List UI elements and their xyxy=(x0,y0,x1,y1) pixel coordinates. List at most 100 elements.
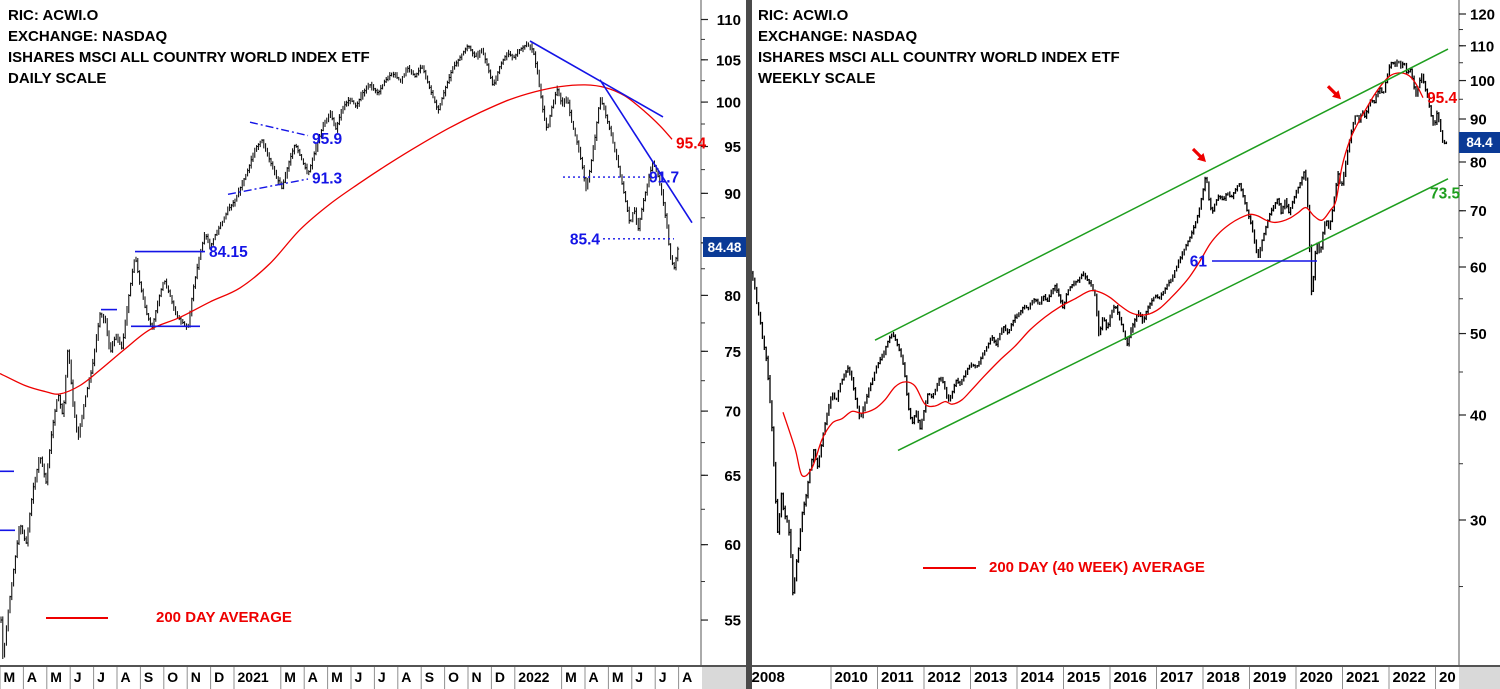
svg-text:2012: 2012 xyxy=(928,669,961,686)
svg-text:M: M xyxy=(50,669,62,685)
svg-text:M: M xyxy=(612,669,624,685)
svg-text:120: 120 xyxy=(1470,7,1495,24)
svg-text:100: 100 xyxy=(1470,73,1495,90)
svg-text:95.4: 95.4 xyxy=(676,135,707,152)
weekly-y-axis: 30 40 50 60 70 80 90 100 110 120 xyxy=(1458,0,1495,666)
svg-text:55: 55 xyxy=(724,613,741,630)
svg-text:91.3: 91.3 xyxy=(312,171,343,188)
svg-text:2019: 2019 xyxy=(1253,669,1286,686)
svg-text:2022: 2022 xyxy=(518,669,549,685)
daily-x-axis: M A M J J A S O N D 2021 M A M J J A S O N D 2022 M A M J J A xyxy=(0,667,748,689)
svg-text:2021: 2021 xyxy=(1346,669,1379,686)
svg-text:M: M xyxy=(4,669,16,685)
svg-text:73.5: 73.5 xyxy=(1430,185,1461,202)
svg-text:A: A xyxy=(121,669,131,685)
svg-text:J: J xyxy=(635,669,643,685)
svg-text:91.7: 91.7 xyxy=(649,170,679,187)
ma-line-sample-icon xyxy=(923,566,976,569)
right-title-ric: RIC: ACWI.O xyxy=(758,7,849,24)
left-last-price-badge: 84.48 xyxy=(703,237,746,257)
svg-text:2022: 2022 xyxy=(1393,669,1426,686)
daily-candles-layer xyxy=(0,41,680,659)
left-title-name: ISHARES MSCI ALL COUNTRY WORLD INDEX ETF xyxy=(8,49,370,66)
svg-text:D: D xyxy=(214,669,224,685)
svg-text:D: D xyxy=(495,669,505,685)
svg-text:40: 40 xyxy=(1470,407,1487,424)
right-chart-title: RIC: ACWI.O EXCHANGE: NASDAQ ISHARES MSC… xyxy=(758,5,1120,89)
svg-text:70: 70 xyxy=(1470,203,1487,220)
svg-text:60: 60 xyxy=(724,537,741,554)
svg-text:2017: 2017 xyxy=(1160,669,1193,686)
svg-text:84.15: 84.15 xyxy=(209,244,248,261)
daily-annotation-lines xyxy=(0,40,693,532)
svg-text:2014: 2014 xyxy=(1021,669,1055,686)
svg-text:2010: 2010 xyxy=(835,669,868,686)
daily-chart: 556065707580859095100105110MAMJJASOND202… xyxy=(0,0,748,689)
left-ma-legend: 200 DAY AVERAGE xyxy=(46,609,292,626)
svg-text:A: A xyxy=(589,669,599,685)
svg-text:2015: 2015 xyxy=(1067,669,1100,686)
svg-text:80: 80 xyxy=(724,288,741,305)
svg-text:J: J xyxy=(378,669,386,685)
svg-text:O: O xyxy=(448,669,459,685)
svg-text:90: 90 xyxy=(724,186,741,203)
daily-annotation-labels: 95.9 91.3 84.15 91.7 85.4 95.4 xyxy=(209,131,707,261)
svg-text:J: J xyxy=(97,669,105,685)
svg-text:2021: 2021 xyxy=(238,669,269,685)
weekly-candles-layer xyxy=(750,59,1448,596)
weekly-ma-line xyxy=(782,72,1424,478)
svg-text:N: N xyxy=(191,669,201,685)
svg-text:80: 80 xyxy=(1470,154,1487,171)
svg-text:M: M xyxy=(565,669,577,685)
right-title-name: ISHARES MSCI ALL COUNTRY WORLD INDEX ETF xyxy=(758,49,1120,66)
svg-text:85.4: 85.4 xyxy=(570,231,601,248)
svg-text:95.4: 95.4 xyxy=(1427,90,1458,107)
weekly-signal-arrow-icon xyxy=(1326,85,1341,100)
svg-text:2008: 2008 xyxy=(752,669,785,686)
svg-text:2020: 2020 xyxy=(1300,669,1333,686)
svg-text:M: M xyxy=(284,669,296,685)
left-chart-title: RIC: ACWI.O EXCHANGE: NASDAQ ISHARES MSC… xyxy=(8,5,370,89)
weekly-annotation-lines xyxy=(874,48,1449,452)
svg-text:20: 20 xyxy=(1439,669,1456,686)
weekly-annotation-labels: 61 73.5 95.4 xyxy=(1190,90,1461,270)
left-title-exchange: EXCHANGE: NASDAQ xyxy=(8,28,168,45)
svg-text:95: 95 xyxy=(724,139,741,156)
svg-text:110: 110 xyxy=(1470,38,1494,55)
svg-text:100: 100 xyxy=(716,95,741,112)
left-ma-legend-label: 200 DAY AVERAGE xyxy=(156,609,292,626)
svg-text:N: N xyxy=(472,669,482,685)
right-title-scale: WEEKLY SCALE xyxy=(758,70,876,87)
svg-text:A: A xyxy=(308,669,318,685)
svg-text:110: 110 xyxy=(717,12,741,29)
right-title-exchange: EXCHANGE: NASDAQ xyxy=(758,28,918,45)
svg-text:70: 70 xyxy=(724,404,741,421)
right-ma-legend-label: 200 DAY (40 WEEK) AVERAGE xyxy=(989,559,1205,576)
ma-line-sample-icon xyxy=(46,616,108,619)
right-ma-legend: 200 DAY (40 WEEK) AVERAGE xyxy=(923,559,1205,576)
right-last-price-badge: 84.4 xyxy=(1459,132,1500,153)
svg-text:2018: 2018 xyxy=(1207,669,1240,686)
daily-ma-line xyxy=(0,84,673,395)
svg-text:2013: 2013 xyxy=(974,669,1007,686)
svg-text:M: M xyxy=(331,669,343,685)
svg-text:60: 60 xyxy=(1470,259,1487,276)
svg-text:30: 30 xyxy=(1470,512,1487,529)
svg-text:A: A xyxy=(401,669,411,685)
left-title-ric: RIC: ACWI.O xyxy=(8,7,99,24)
svg-text:95.9: 95.9 xyxy=(312,131,343,148)
svg-text:O: O xyxy=(167,669,178,685)
svg-text:50: 50 xyxy=(1470,326,1487,343)
left-title-scale: DAILY SCALE xyxy=(8,70,107,87)
svg-text:61: 61 xyxy=(1190,253,1208,270)
svg-text:2011: 2011 xyxy=(881,669,914,686)
svg-text:65: 65 xyxy=(724,468,741,485)
svg-text:75: 75 xyxy=(724,344,741,361)
svg-text:105: 105 xyxy=(716,52,741,69)
daily-y-axis: 556065707580859095100105110 xyxy=(700,0,741,666)
panel-divider xyxy=(746,0,752,689)
svg-text:J: J xyxy=(659,669,667,685)
weekly-signal-arrow-icon xyxy=(1191,147,1206,162)
